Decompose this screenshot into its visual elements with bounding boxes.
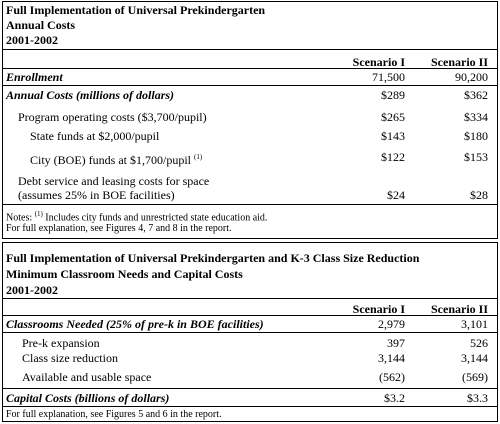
row-label: Enrollment (6, 70, 63, 84)
table-title: 2001-2002 (6, 283, 58, 297)
label-text: Annual Costs (millions of dollars) (6, 88, 175, 102)
notes: Notes: (1) Includes city funds and unres… (6, 207, 267, 225)
cell-value: $143 (381, 129, 405, 143)
cell-value: $289 (381, 88, 405, 102)
row-label: Program operating costs ($3,700/pupil) (18, 110, 207, 124)
label-text: Pre-k expansion (22, 336, 100, 350)
cell-value: $153 (464, 150, 488, 164)
rule (2, 68, 498, 69)
cell-value: 3,144 (461, 351, 488, 365)
row-label: City (BOE) funds at $1,700/pupil (1) (30, 150, 202, 167)
row-label: Available and usable space (22, 370, 151, 384)
cell-value: 397 (387, 336, 405, 350)
cell-value: $3.2 (384, 391, 405, 405)
cell-value: $334 (464, 110, 488, 124)
cell-value: (562) (379, 370, 405, 384)
row-label: State funds at $2,000/pupil (30, 129, 159, 143)
note-ref: (1) (34, 210, 43, 218)
rule (2, 406, 498, 407)
cell-value: 90,200 (455, 70, 488, 84)
footnote: For full explanation, see Figures 4, 7 a… (6, 223, 232, 234)
row-label: Classrooms Needed (25% of pre-k in BOE f… (6, 317, 264, 331)
label-text: Class size reduction (22, 351, 118, 365)
rule (2, 315, 498, 316)
rule (2, 204, 498, 205)
cell-value: 526 (470, 336, 488, 350)
table-frame (2, 1, 498, 239)
cell-value: $180 (464, 129, 488, 143)
notes-prefix: Notes: (6, 212, 33, 224)
label-text: Classrooms Needed (25% of pre-k in BOE f… (6, 317, 264, 331)
label-text: City (BOE) funds at $1,700/pupil (30, 153, 191, 167)
column-header: Scenario I (352, 55, 405, 69)
row-label: Pre-k expansion (22, 336, 100, 350)
table-title: Minimum Classroom Needs and Capital Cost… (6, 267, 243, 281)
row-label: Annual Costs (millions of dollars) (6, 88, 174, 102)
table-title: 2001-2002 (6, 33, 58, 47)
row-label: Class size reduction (22, 351, 118, 365)
rule (2, 298, 498, 299)
cell-value: $3.3 (467, 391, 488, 405)
label-text: Program operating costs ($3,700/pupil) (18, 110, 207, 124)
cell-value: 3,101 (461, 317, 488, 331)
cell-value: 3,144 (378, 351, 405, 365)
table-title: Full Implementation of Universal Prekind… (6, 3, 266, 17)
cell-value: $24 (387, 188, 405, 202)
cell-value: $28 (470, 188, 488, 202)
row-label: Debt service and leasing costs for space… (18, 174, 243, 202)
column-header: Scenario I (352, 302, 405, 316)
cell-value: (569) (462, 370, 488, 384)
rule (2, 332, 498, 333)
cell-value: $265 (381, 110, 405, 124)
notes-text: Includes city funds and unrestricted sta… (45, 212, 268, 224)
table-title: Annual Costs (6, 18, 76, 32)
footnote: For full explanation, see Figures 5 and … (6, 409, 222, 420)
table-title: Full Implementation of Universal Prekind… (6, 251, 420, 265)
label-text: State funds at $2,000/pupil (30, 129, 160, 143)
cell-value: 2,979 (378, 317, 405, 331)
rule (2, 49, 498, 50)
column-header: Scenario II (431, 55, 488, 69)
rule (2, 85, 498, 86)
row-label: Capital Costs (billions of dollars) (6, 391, 169, 405)
rule (2, 388, 498, 389)
cell-value: $362 (464, 88, 488, 102)
cell-value: 71,500 (372, 70, 405, 84)
column-header: Scenario II (431, 302, 488, 316)
label-text: Debt service and leasing costs for space… (18, 174, 210, 202)
label-text: Capital Costs (billions of dollars) (6, 391, 170, 405)
note-ref: (1) (194, 153, 203, 161)
label-text: Enrollment (6, 70, 63, 84)
cell-value: $122 (381, 150, 405, 164)
label-text: Available and usable space (22, 370, 152, 384)
